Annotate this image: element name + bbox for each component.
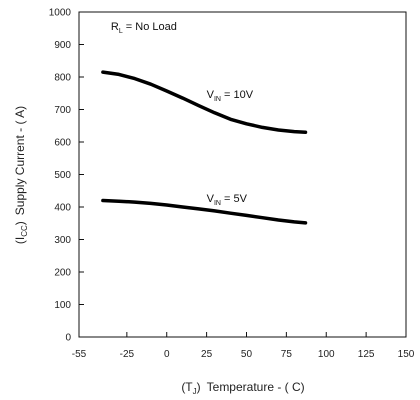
- x-axis-label-prefix: (T: [181, 380, 193, 394]
- annotation-main: V: [207, 89, 215, 101]
- annotation-main: V: [207, 193, 215, 205]
- x-axis-label-prefix-sub: J: [193, 387, 197, 396]
- annotation-sub: IN: [214, 96, 221, 103]
- x-axis-label-prefix-close: ): [197, 380, 201, 394]
- x-tick-label: 25: [201, 349, 213, 360]
- y-tick-label: 700: [54, 105, 71, 116]
- y-tick-label: 1000: [49, 8, 72, 19]
- y-axis-label-prefix: (I: [13, 237, 27, 244]
- annotation-sub: L: [119, 28, 123, 35]
- series-group: [101, 70, 308, 225]
- y-tick-label: 300: [54, 235, 71, 246]
- x-axis: -55 -25 0 25 50 75 100 125 150: [72, 332, 415, 360]
- annotation-text: = 5V: [221, 193, 248, 205]
- y-tick-label: 0: [65, 333, 71, 344]
- y-tick-label: 900: [54, 40, 71, 51]
- x-tick-label: 50: [241, 349, 253, 360]
- y-tick-label: 600: [54, 138, 71, 149]
- annotation-main: R: [111, 21, 119, 33]
- x-axis-label: (TJ) Temperature - ( C): [181, 380, 304, 396]
- y-tick-label: 400: [54, 203, 71, 214]
- y-tick-label: 800: [54, 73, 71, 84]
- x-tick-label: 100: [318, 349, 335, 360]
- series-line-v5: [101, 198, 308, 225]
- x-tick-label: 75: [281, 349, 293, 360]
- y-tick-label: 500: [54, 170, 71, 181]
- x-tick-label: -25: [120, 349, 135, 360]
- annotation-v5: VIN = 5V: [207, 193, 248, 207]
- annotation-text: = 10V: [221, 89, 254, 101]
- y-tick-label: 100: [54, 300, 71, 311]
- x-tick-label: 125: [358, 349, 375, 360]
- y-tick-label: 200: [54, 268, 71, 279]
- series-line-v10: [101, 70, 308, 135]
- y-axis-label: (ICC) Supply Current - ( A): [13, 106, 29, 244]
- y-axis-label-prefix-sub: CC: [20, 225, 29, 237]
- annotation-v10: VIN = 10V: [207, 89, 254, 103]
- y-axis-label-text: Supply Current - ( A): [13, 106, 27, 215]
- x-tick-label: 150: [398, 349, 415, 360]
- y-axis-label-prefix-close: ): [13, 221, 27, 225]
- annotation-text: = No Load: [123, 21, 177, 33]
- annotation-sub: IN: [214, 200, 221, 207]
- x-tick-label: 0: [164, 349, 170, 360]
- x-axis-label-text: Temperature - ( C): [207, 380, 305, 394]
- y-axis: 0 100 200 300 400 500 600 700 800 900 1000: [49, 8, 84, 344]
- x-tick-label: -55: [72, 349, 87, 360]
- annotation-load: RL = No Load: [111, 21, 177, 35]
